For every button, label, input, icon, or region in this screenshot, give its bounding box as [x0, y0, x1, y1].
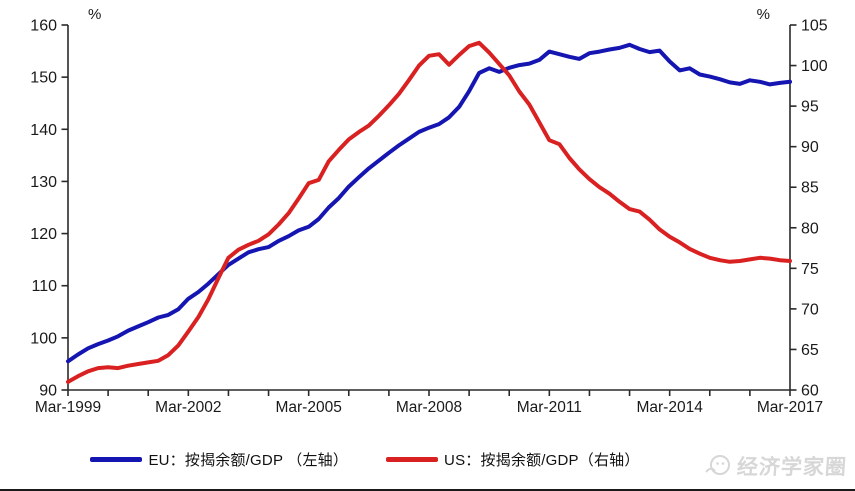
us-line-swatch: [386, 457, 439, 462]
left-axis-tick-label: 120: [30, 226, 57, 243]
left-axis-tick-label: 160: [30, 18, 57, 35]
dual-axis-line-chart: 90 100 110 120 130 140 150 160 60 65 70 75 80 85 90 95 1…: [30, 6, 828, 416]
x-axis-tick-label: Mar-2011: [517, 399, 582, 416]
x-axis-tick-label: Mar-2005: [275, 399, 341, 416]
x-axis-tick-label: Mar-1999: [35, 399, 101, 416]
x-axis-tick-label: Mar-2014: [636, 399, 703, 416]
x-axis-tick-label: Mar-2002: [155, 399, 221, 416]
legend: EU：按揭余额/GDP （左轴） US：按揭余额/GDP（右轴）: [0, 449, 730, 470]
x-axis-tick-label: Mar-2008: [396, 399, 462, 416]
right-axis-tick-label: 75: [801, 261, 819, 278]
bottom-border-line: [0, 489, 855, 491]
us-legend-label: US：按揭余额/GDP（右轴）: [444, 452, 640, 469]
eu-legend-label: EU：按揭余额/GDP （左轴）: [148, 452, 349, 469]
eu-series-line: [66, 42, 792, 364]
us-series-line: [66, 40, 792, 384]
right-axis-tick-label: 105: [801, 18, 828, 35]
left-axis-tick-label: 100: [30, 330, 57, 347]
watermark-text: 经济学家圈: [736, 456, 848, 479]
left-axis-tick-label: 130: [30, 174, 57, 191]
right-axis-tick-label: 90: [801, 139, 819, 156]
left-axis-unit-label: %: [88, 6, 101, 23]
legend-item-us: US：按揭余额/GDP（右轴）: [386, 449, 640, 470]
right-axis-tick-label: 85: [801, 180, 819, 197]
right-axis-tick-label: 60: [801, 383, 819, 400]
right-axis-tick-label: 80: [801, 220, 819, 237]
right-axis-tick-label: 100: [801, 58, 828, 75]
left-axis-tick-label: 150: [30, 70, 57, 87]
x-axis-tick-label: Mar-2017: [757, 399, 823, 416]
left-axis-tick-label: 140: [30, 122, 57, 139]
left-axis-tick-label: 90: [39, 383, 57, 400]
right-axis-tick-label: 95: [801, 99, 819, 116]
right-axis-tick-label: 70: [801, 301, 819, 318]
left-axis-tick-label: 110: [31, 278, 57, 295]
eu-line-swatch: [90, 457, 143, 462]
legend-item-eu: EU：按揭余额/GDP （左轴）: [90, 449, 348, 470]
right-axis-tick-label: 65: [801, 342, 819, 359]
right-axis-unit-label: %: [757, 6, 770, 23]
